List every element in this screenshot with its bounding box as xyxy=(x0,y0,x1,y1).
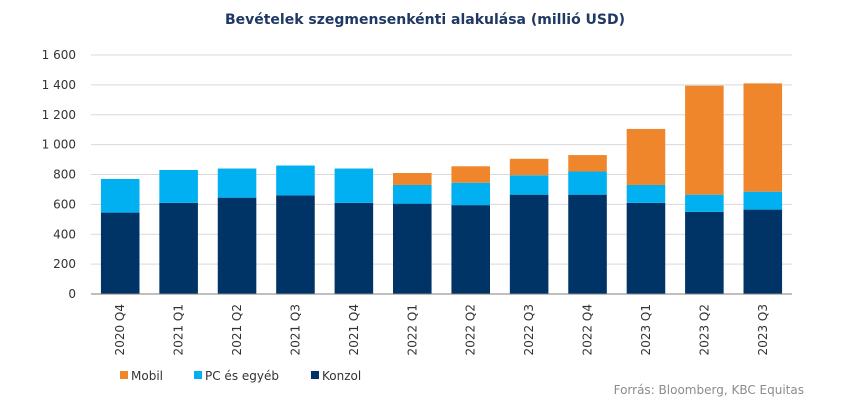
x-tick-label: 2023 Q1 xyxy=(639,304,653,355)
bar-konzol-2022-q4 xyxy=(568,194,607,294)
bar-konzol-2022-q3 xyxy=(509,194,549,294)
bar-pc-s-egy-b-2022-q3 xyxy=(509,175,549,195)
bar-konzol-2021-q1 xyxy=(159,202,198,294)
x-tick-label: 2022 Q4 xyxy=(581,304,595,355)
legend-swatch-mobil xyxy=(120,371,128,379)
y-tick-label: 800 xyxy=(53,168,76,182)
bar-pc-s-egy-b-2020-q4 xyxy=(100,178,140,213)
bar-konzol-2022-q1 xyxy=(393,203,432,294)
legend-swatch-konzol xyxy=(311,371,319,379)
x-tick-label: 2022 Q1 xyxy=(405,304,419,355)
bar-pc-s-egy-b-2021-q2 xyxy=(217,168,257,198)
bar-mobil-2022-q4 xyxy=(568,155,607,172)
x-axis-tick-labels: 2020 Q4 2021 Q1 2021 Q2 2021 Q3 2021 Q4 2022 … xyxy=(113,304,770,355)
x-tick-label: 2021 Q1 xyxy=(172,304,186,355)
bar-pc-s-egy-b-2023-q3 xyxy=(743,191,783,210)
legend-label-pc-s-egy-b: PC és egyéb xyxy=(205,369,279,383)
bar-pc-s-egy-b-2022-q2 xyxy=(451,182,490,206)
bar-konzol-2023-q2 xyxy=(685,211,724,294)
x-tick-label: 2021 Q2 xyxy=(230,304,244,355)
bar-pc-s-egy-b-2023-q1 xyxy=(626,184,666,203)
y-axis-tick-labels: 0 200 400 600 800 1 000 1 200 1 400 1 600 xyxy=(42,48,76,301)
grid-lines xyxy=(91,54,792,265)
bars xyxy=(100,83,783,294)
bar-konzol-2020-q4 xyxy=(100,212,140,294)
chart-title: Bevételek szegmensenkénti alakulása (mil… xyxy=(225,12,625,28)
bar-pc-s-egy-b-2022-q4 xyxy=(568,171,607,195)
bar-pc-s-egy-b-2021-q3 xyxy=(276,165,315,196)
y-tick-label: 1 400 xyxy=(42,78,76,92)
bar-konzol-2021-q4 xyxy=(334,202,374,294)
bar-mobil-2022-q2 xyxy=(451,166,490,183)
legend-swatch-pc-s-egy-b xyxy=(194,371,202,379)
bar-mobil-2023-q2 xyxy=(685,85,724,195)
y-tick-label: 200 xyxy=(53,257,76,271)
bar-konzol-2023-q3 xyxy=(743,209,783,294)
bar-konzol-2021-q3 xyxy=(276,195,315,294)
x-tick-label: 2022 Q2 xyxy=(464,304,478,355)
x-tick-label: 2021 Q4 xyxy=(347,304,361,355)
x-tick-label: 2022 Q3 xyxy=(522,304,536,355)
x-tick-label: 2021 Q3 xyxy=(288,304,302,355)
legend-label-mobil: Mobil xyxy=(131,369,163,383)
y-tick-label: 0 xyxy=(68,287,76,301)
x-tick-label: 2020 Q4 xyxy=(113,304,127,355)
y-tick-label: 1 000 xyxy=(42,138,76,152)
bar-pc-s-egy-b-2023-q2 xyxy=(685,194,724,212)
bar-mobil-2023-q1 xyxy=(626,128,666,185)
bar-konzol-2022-q2 xyxy=(451,205,490,294)
y-tick-label: 1 600 xyxy=(42,48,76,62)
bar-mobil-2022-q3 xyxy=(509,158,549,176)
bar-mobil-2022-q1 xyxy=(393,173,432,185)
y-tick-label: 400 xyxy=(53,227,76,241)
y-tick-label: 600 xyxy=(53,197,76,211)
bar-konzol-2023-q1 xyxy=(626,202,666,294)
bar-pc-s-egy-b-2021-q4 xyxy=(334,168,374,203)
bar-pc-s-egy-b-2022-q1 xyxy=(393,184,432,204)
bar-konzol-2021-q2 xyxy=(217,197,257,294)
legend: Mobil PC és egyéb Konzol xyxy=(120,369,361,383)
bar-pc-s-egy-b-2021-q1 xyxy=(159,170,198,203)
source-note: Forrás: Bloomberg, KBC Equitas xyxy=(614,383,804,397)
y-tick-label: 1 200 xyxy=(42,108,76,122)
bar-mobil-2023-q3 xyxy=(743,83,783,192)
legend-label-konzol: Konzol xyxy=(322,369,361,383)
x-tick-label: 2023 Q3 xyxy=(756,304,770,355)
x-tick-label: 2023 Q2 xyxy=(697,304,711,355)
